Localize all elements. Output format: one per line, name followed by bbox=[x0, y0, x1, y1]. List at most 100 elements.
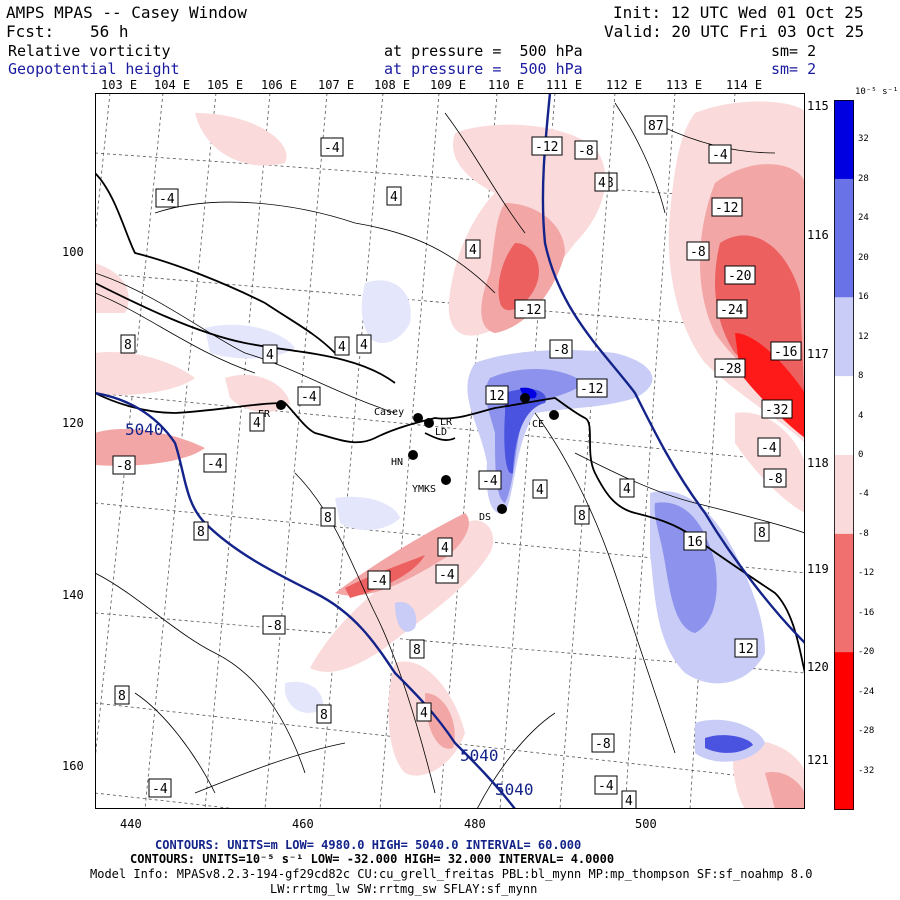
colorbar-cell bbox=[834, 533, 854, 574]
vorticity-label: 8 bbox=[197, 525, 205, 540]
vorticity-label-box: -12 bbox=[711, 197, 743, 217]
station-label-lr: LR bbox=[440, 417, 453, 428]
vorticity-label: 8 bbox=[758, 526, 766, 541]
colorbar-tick: -20 bbox=[858, 647, 875, 658]
vorticity-label: 4 bbox=[420, 706, 428, 721]
station-label-ds: DS bbox=[479, 512, 491, 523]
vorticity-label: 4 bbox=[536, 483, 544, 498]
x-tick: 500 bbox=[635, 817, 657, 831]
forecast-hour: 56 h bbox=[90, 22, 129, 41]
y-tick: 140 bbox=[62, 588, 84, 602]
colorbar-tick: -8 bbox=[858, 528, 869, 539]
vorticity-label: -12 bbox=[715, 201, 738, 216]
colorbar-cell bbox=[834, 731, 854, 772]
map-frame bbox=[95, 93, 805, 809]
vorticity-label-box: 4 bbox=[416, 702, 432, 722]
vorticity-label: -28 bbox=[718, 362, 741, 377]
vorticity-label-box: -8 bbox=[591, 733, 615, 753]
colorbar-cell bbox=[834, 218, 854, 259]
vorticity-label: 12 bbox=[738, 642, 754, 657]
colorbar-cell bbox=[834, 415, 854, 456]
init-time: Init: 12 UTC Wed 01 Oct 25 bbox=[613, 3, 864, 22]
vorticity-label: 8 bbox=[118, 689, 126, 704]
vorticity-label-box: -8 bbox=[686, 241, 710, 261]
colorbar-cell bbox=[834, 494, 854, 535]
colorbar-cell bbox=[834, 691, 854, 732]
lon-label: 109 E bbox=[430, 78, 467, 92]
vorticity-label-box: -4 bbox=[435, 564, 459, 584]
vorticity-label-box: -4 bbox=[367, 570, 391, 590]
height-label: 5040 bbox=[495, 780, 534, 799]
x-tick: 440 bbox=[120, 817, 142, 831]
vorticity-label-box: -8 bbox=[763, 468, 787, 488]
colorbar-cell bbox=[834, 139, 854, 180]
vorticity-label-box: 4 bbox=[262, 344, 278, 364]
y-tick: 100 bbox=[62, 245, 84, 259]
colorbar-cell bbox=[834, 376, 854, 417]
valid-time: Valid: 20 UTC Fri 03 Oct 25 bbox=[604, 22, 865, 41]
colorbar-cell bbox=[834, 652, 854, 693]
x-tick: 480 bbox=[464, 817, 486, 831]
vorticity-label-box: -8 bbox=[112, 455, 136, 475]
vorticity-label-box: 4 bbox=[334, 336, 350, 356]
vorticity-label: -16 bbox=[774, 345, 797, 360]
colorbar-tick: 32 bbox=[858, 134, 869, 145]
vorticity-label: 4 bbox=[469, 243, 477, 258]
lon-label: 107 E bbox=[318, 78, 355, 92]
colorbar-tick: 16 bbox=[858, 292, 869, 303]
colorbar-tick: 24 bbox=[858, 213, 869, 224]
colorbar-tick: -4 bbox=[858, 489, 869, 500]
vorticity-label-box: -4 bbox=[155, 188, 179, 208]
vorticity-label-box: 4 bbox=[437, 537, 453, 557]
station-label-hn: HN bbox=[391, 457, 403, 468]
vorticity-label-box: 8 bbox=[316, 704, 332, 724]
vorticity-label: -4 bbox=[159, 192, 175, 207]
station-label-casey: Casey bbox=[374, 407, 404, 418]
colorbar-cell bbox=[834, 612, 854, 653]
vorticity-label-box: -32 bbox=[761, 399, 793, 419]
height-label: 5040 bbox=[460, 746, 499, 765]
vorticity-label-box: 8 bbox=[574, 505, 590, 525]
vorticity-label: -8 bbox=[553, 343, 569, 358]
vorticity-label-box: 8 bbox=[320, 507, 336, 527]
vorticity-label: -8 bbox=[266, 619, 282, 634]
vorticity-label: -12 bbox=[580, 382, 603, 397]
vorticity-label: -4 bbox=[207, 457, 223, 472]
vorticity-label-box: -12 bbox=[576, 378, 608, 398]
vorticity-label: 4 bbox=[623, 482, 631, 497]
vorticity-label: -12 bbox=[518, 303, 541, 318]
colorbar-cell bbox=[834, 455, 854, 495]
vorticity-label: 8 bbox=[320, 708, 328, 723]
vorticity-label: -8 bbox=[767, 472, 783, 487]
vorticity-label: -8 bbox=[578, 144, 594, 159]
vorticity-label-box: -24 bbox=[716, 299, 748, 319]
lon-label: 112 E bbox=[606, 78, 643, 92]
vorticity-label-box: -20 bbox=[724, 265, 756, 285]
vorticity-label: -4 bbox=[152, 782, 168, 797]
vorticity-label-box: -4 bbox=[320, 137, 344, 157]
station-label-ld: LD bbox=[435, 427, 447, 438]
colorbar-tick: -12 bbox=[858, 568, 875, 579]
vorticity-map: Casey HN LD LR DS YMKS ER CE 5040 5040 5… bbox=[95, 93, 805, 809]
vorticity-label-box: -8 bbox=[574, 140, 598, 160]
colorbar-cell bbox=[834, 336, 854, 377]
vorticity-label-box: 8 bbox=[409, 639, 425, 659]
colorbar-tick: 0 bbox=[858, 450, 864, 460]
colorbar-tick: 8 bbox=[858, 371, 864, 382]
lon-label: 104 E bbox=[154, 78, 191, 92]
vorticity-label-box: -4 bbox=[594, 775, 618, 795]
vorticity-label-box: 4 bbox=[249, 412, 265, 432]
height-label: 5040 bbox=[125, 420, 164, 439]
vorticity-label: 16 bbox=[687, 535, 703, 550]
vorticity-label: -4 bbox=[301, 390, 317, 405]
vorticity-contour-info: CONTOURS: UNITS=10⁻⁵ s⁻¹ LOW= -32.000 HI… bbox=[130, 852, 615, 866]
vorticity-label: 87 bbox=[648, 119, 664, 134]
vorticity-label: 4 bbox=[441, 541, 449, 556]
y-tick: 160 bbox=[62, 759, 84, 773]
colorbar-cell bbox=[834, 297, 854, 338]
colorbar-tick: -24 bbox=[858, 686, 875, 697]
vorticity-label: 8 bbox=[124, 338, 132, 353]
colorbar-cell bbox=[834, 573, 854, 614]
vorticity-label: -4 bbox=[324, 141, 340, 156]
vorticity-label-box: 4 bbox=[619, 478, 635, 498]
